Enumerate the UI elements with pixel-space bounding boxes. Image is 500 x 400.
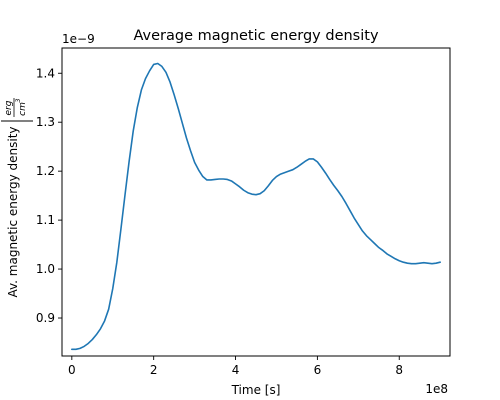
y-axis-label: Av. magnetic energy density <box>6 126 20 297</box>
y-axis-label-group: Av. magnetic energy density erg cm 3 <box>1 98 33 298</box>
axes-frame <box>61 47 451 357</box>
plot-area <box>62 48 450 356</box>
x-offset-label: 1e8 <box>425 382 448 396</box>
series-line <box>71 62 441 351</box>
series-layer <box>71 62 441 351</box>
y-unit-denominator: cm <box>18 102 28 116</box>
x-tick-label: 2 <box>150 363 158 377</box>
y-unit-numerator: erg <box>4 100 14 115</box>
y-tick-label: 1.2 <box>36 164 55 178</box>
x-tick-label: 0 <box>68 363 76 377</box>
x-tick-label: 4 <box>232 363 240 377</box>
y-tick-label: 1.4 <box>36 66 55 80</box>
x-axis-label: Time [s] <box>231 383 281 397</box>
y-tick-label: 1.3 <box>36 115 55 129</box>
y-tick-label: 1.1 <box>36 213 55 227</box>
x-tick-label: 6 <box>314 363 322 377</box>
chart-title: Average magnetic energy density <box>133 28 378 44</box>
x-tick-label: 8 <box>395 363 403 377</box>
y-unit-exponent: 3 <box>14 98 22 102</box>
y-offset-label: 1e−9 <box>62 32 95 46</box>
ticks-layer: 0 2 4 6 8 0.9 1.0 1.1 1.2 1.3 1.4 <box>36 66 403 377</box>
y-tick-label: 1.0 <box>36 262 55 276</box>
y-tick-label: 0.9 <box>36 311 55 325</box>
